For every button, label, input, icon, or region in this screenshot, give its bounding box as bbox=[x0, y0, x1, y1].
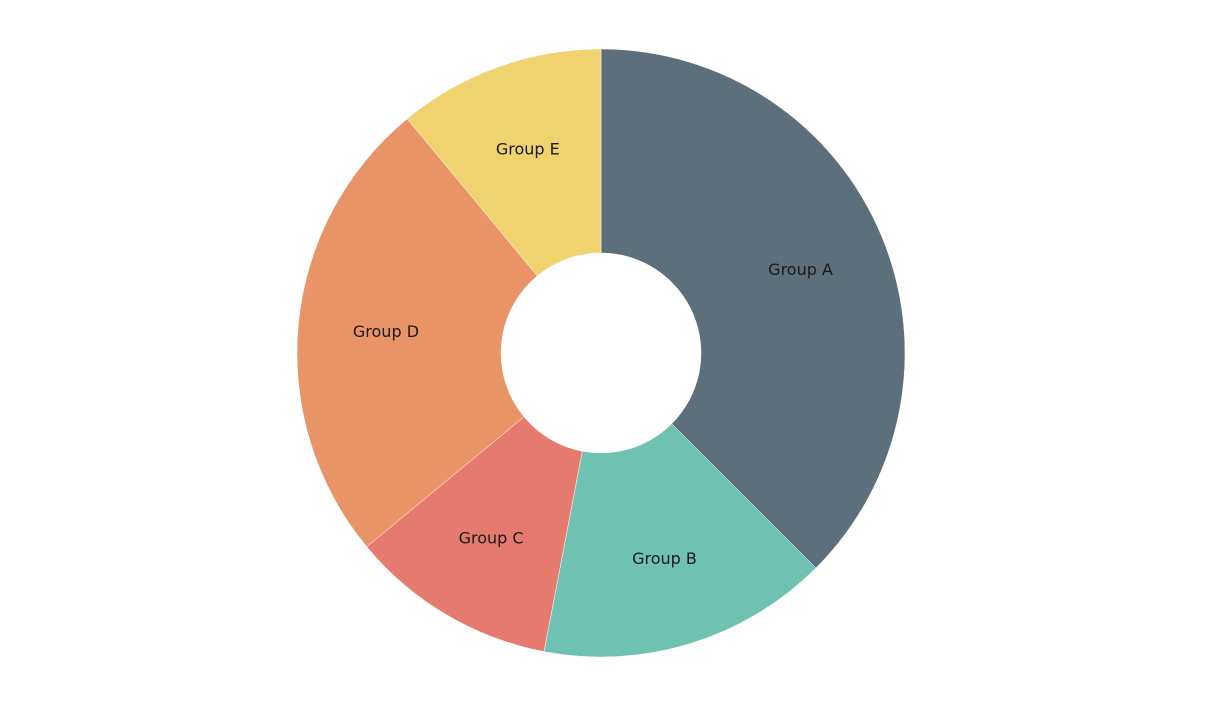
slice-label-group-b: Group B bbox=[632, 549, 697, 568]
labels-group: Group A Group B Group C Group D Group E bbox=[353, 139, 833, 568]
slice-group-a[interactable] bbox=[600, 48, 906, 569]
slice-group-b[interactable] bbox=[543, 423, 817, 658]
slice-label-group-e: Group E bbox=[496, 139, 560, 158]
slice-group-c[interactable] bbox=[366, 416, 583, 652]
slice-label-group-a: Group A bbox=[768, 260, 833, 279]
slice-group-d[interactable] bbox=[296, 118, 538, 548]
slice-group-e[interactable] bbox=[406, 48, 602, 277]
slice-label-group-d: Group D bbox=[353, 322, 419, 341]
slices-group bbox=[296, 48, 906, 658]
slice-label-group-c: Group C bbox=[459, 528, 524, 547]
